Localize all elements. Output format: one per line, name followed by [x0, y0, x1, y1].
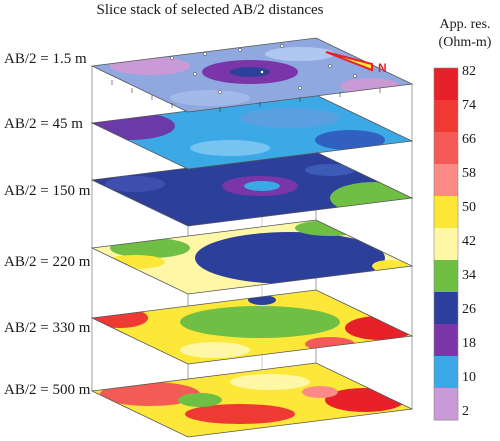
- colorbar-tick: 74: [462, 98, 476, 113]
- slice-500m: [92, 363, 412, 437]
- colorbar-block: [434, 228, 458, 261]
- slice-150m: [92, 152, 412, 226]
- colorbar-tick: 10: [462, 370, 476, 385]
- colorbar-tick: 34: [462, 268, 476, 283]
- slice-330m-outline: [90, 289, 414, 365]
- colorbar-block: [434, 292, 458, 325]
- colorbar-tick: 26: [462, 302, 476, 317]
- slice-label-500m: AB/2 = 500 m: [4, 382, 91, 398]
- north-arrow-icon: [325, 51, 373, 72]
- coordinate-tick-marks: [111, 80, 381, 112]
- survey-point-markers: [170, 44, 357, 94]
- colorbar-block: [434, 196, 458, 229]
- slice-label-330m: AB/2 = 330 m: [4, 320, 91, 336]
- colorbar-block: [434, 388, 458, 421]
- colorbar-tick: 18: [462, 336, 476, 351]
- slice-1.5m-outline: [90, 37, 414, 113]
- slice-220m: [92, 220, 412, 294]
- colorbar-block: [434, 100, 458, 133]
- colorbar-frame: [433, 67, 459, 421]
- colorbar-block: [434, 324, 458, 357]
- figure-title: Slice stack of selected AB/2 distances: [96, 2, 324, 18]
- slice-500m-outline: [90, 362, 414, 438]
- colorbar-title-line2: (Ohm-m): [438, 35, 492, 50]
- colorbar: [434, 68, 458, 421]
- slice-1.5m: [92, 38, 412, 112]
- north-label: N: [378, 61, 387, 75]
- colorbar-title-line1: App. res.: [439, 17, 491, 32]
- colorbar-tick: 66: [462, 132, 476, 147]
- slice-330m: [92, 290, 412, 364]
- slice-45m: [92, 95, 412, 169]
- colorbar-block: [434, 356, 458, 389]
- colorbar-block: [434, 132, 458, 165]
- colorbar-title: App. res. (Ohm-m): [430, 16, 500, 52]
- colorbar-block: [434, 68, 458, 101]
- slice-label-150m: AB/2 = 150 m: [4, 183, 91, 199]
- colorbar-block: [434, 164, 458, 197]
- slice-label-220m: AB/2 = 220 m: [4, 254, 91, 270]
- slice-label-1.5m: AB/2 = 1.5 m: [4, 51, 87, 67]
- colorbar-tick: 50: [462, 200, 476, 215]
- slice-220m-outline: [90, 219, 414, 295]
- colorbar-block: [434, 260, 458, 293]
- colorbar-tick: 2: [462, 404, 469, 419]
- slice-label-45m: AB/2 = 45 m: [4, 116, 83, 132]
- colorbar-tick: 42: [462, 234, 476, 249]
- colorbar-tick: 58: [462, 166, 476, 181]
- colorbar-tick: 82: [462, 64, 476, 79]
